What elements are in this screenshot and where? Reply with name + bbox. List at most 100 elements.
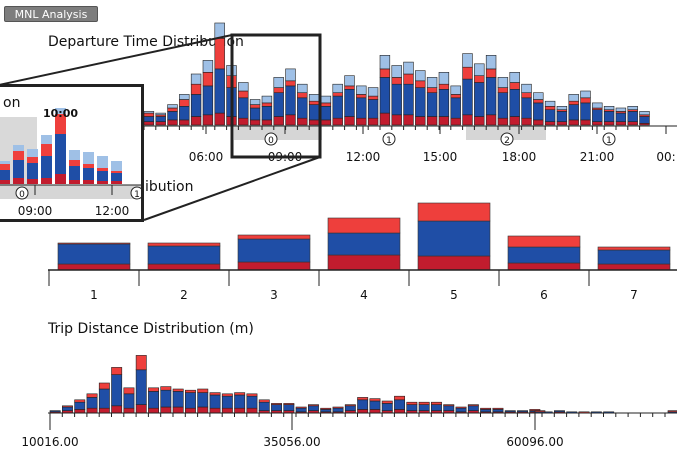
distance-bar-walk (160, 389, 172, 408)
departure-bar-other (285, 68, 296, 82)
inset-bar-walk (69, 166, 80, 180)
inset-bar-other (69, 150, 80, 160)
departure-bar-other (273, 77, 284, 88)
departure-bar-drive (403, 73, 414, 85)
departure-bar-walk (190, 94, 202, 117)
inset-bar-other (97, 156, 108, 168)
departure-bar-drive (474, 75, 485, 83)
distance-bar-stay (135, 404, 147, 414)
departure-bar-other (544, 100, 556, 107)
departure-bar-stay (544, 121, 556, 126)
departure-bar-walk (533, 102, 544, 121)
distance-bar-walk (430, 404, 442, 411)
departure-bar-walk (592, 109, 603, 122)
departure-bar-stay (615, 121, 627, 126)
distance-bar-walk (295, 407, 307, 413)
distance-bar-drive (418, 401, 430, 405)
departure-bar-walk (367, 99, 379, 119)
departure-bar-walk (238, 97, 249, 119)
distance-bar-walk (320, 409, 332, 413)
distance-bar-stay (148, 407, 159, 414)
departure-bar-drive (450, 94, 461, 99)
distance-bar-walk (111, 374, 123, 407)
app-title-button[interactable]: MNL Analysis (4, 6, 98, 22)
departure-bar-drive (580, 97, 591, 104)
departure-tick-label: 06:00 (189, 150, 224, 164)
distance-bar-walk (209, 394, 221, 409)
zoom-connector-line (143, 156, 321, 221)
distance-bar-stay (98, 407, 110, 414)
departure-bar-stay (580, 119, 591, 126)
departure-bar-other (202, 60, 214, 73)
category-chart-title-fragment: ibution (145, 179, 193, 195)
distance-bar-drive (258, 399, 270, 403)
distance-bar-drive (185, 389, 196, 393)
inset-bar-walk (27, 163, 38, 179)
departure-bar-stay (497, 117, 509, 126)
departure-bar-other (415, 70, 426, 82)
distance-bar-stay (234, 407, 246, 414)
distance-bar-walk (455, 407, 467, 413)
distance-bar-stay (160, 406, 172, 414)
departure-bar-other (238, 82, 249, 92)
departure-bar-walk (379, 77, 391, 114)
distance-bar-drive (209, 392, 221, 396)
cluster-marker-label: 1 (386, 136, 392, 146)
cluster-marker (602, 132, 616, 146)
departure-bar-stay (143, 121, 155, 126)
inset-bar-stay (111, 181, 122, 184)
departure-bar-stay (155, 121, 166, 126)
distance-bar-walk (135, 369, 147, 405)
departure-bar-walk (403, 83, 414, 116)
distance-bar-walk (123, 393, 135, 409)
category-bar-stay (597, 263, 671, 271)
inset-cluster-marker (15, 186, 29, 200)
distance-bar-walk (492, 409, 504, 413)
departure-bar-other (509, 72, 520, 83)
departure-bar-stay (485, 114, 497, 126)
departure-bar-drive (344, 85, 355, 90)
departure-bar-stay (320, 119, 332, 126)
departure-bar-walk (391, 83, 402, 116)
distance-bar-drive (430, 401, 442, 405)
inset-bar-stay (41, 178, 52, 184)
distance-bar-drive (160, 386, 172, 391)
departure-bar-walk (627, 111, 638, 122)
departure-bar-other (438, 72, 450, 85)
distance-bar-stay (185, 407, 196, 414)
distance-bar-walk (307, 405, 319, 411)
departure-bar-stay (297, 117, 308, 126)
category-bar-drive (57, 242, 131, 245)
departure-bar-walk (297, 97, 308, 119)
distance-bar-drive (234, 392, 246, 396)
category-bar-walk (597, 249, 671, 265)
departure-bar-stay (521, 117, 532, 126)
departure-bar-drive (415, 80, 426, 88)
category-bar-stay (57, 263, 131, 271)
category-tick-label: 1 (90, 288, 98, 302)
category-bar-walk (57, 243, 131, 265)
inset-bar-drive (27, 157, 38, 163)
cluster-marker (382, 132, 396, 146)
inset-bar-drive (41, 144, 52, 156)
departure-bar-walk (580, 102, 591, 121)
departure-bar-walk (308, 104, 320, 121)
distance-bar-drive (197, 388, 209, 393)
departure-bar-other (356, 85, 367, 95)
distance-bar-stay (111, 405, 123, 414)
departure-bar-other (450, 85, 461, 95)
distance-bar-walk (283, 404, 295, 411)
departure-bar-other (568, 94, 579, 102)
departure-bar-drive (356, 94, 367, 99)
category-bar-stay (147, 263, 221, 271)
inset-bar-walk (13, 160, 24, 178)
distance-bar-drive (406, 401, 418, 405)
departure-bar-walk (556, 111, 568, 122)
departure-bar-other (497, 77, 509, 88)
cluster-marker-label: 1 (606, 136, 612, 146)
inset-bar-other (111, 161, 122, 171)
category-bar-stay (237, 261, 311, 271)
inset-bar-stay (69, 180, 80, 184)
departure-bar-other (249, 99, 261, 105)
departure-bar-other (332, 83, 343, 93)
